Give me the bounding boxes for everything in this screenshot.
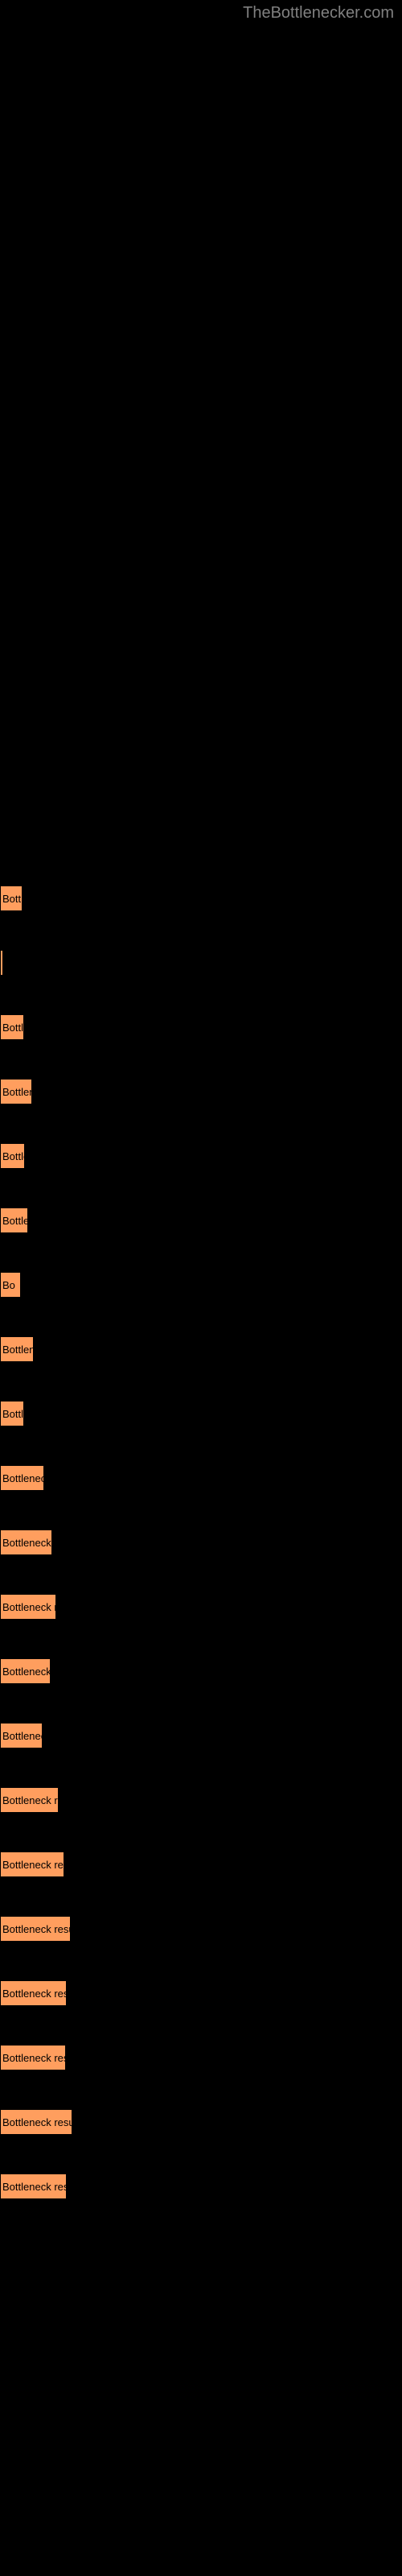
chart-bar: Bottleneck result: [0, 1852, 64, 1877]
bar-row: Bottleneck result: [0, 1594, 402, 1620]
chart-bar: Bottle: [0, 1143, 25, 1169]
bar-label: Bottleneck resu: [2, 1537, 51, 1549]
chart-bar: Bottleneck result: [0, 1594, 56, 1620]
bar-row: Bottleneck result: [0, 1980, 402, 2006]
bar-row: [0, 950, 402, 976]
chart-bar: Bottleneck result: [0, 1980, 67, 2006]
bar-row: Bottleneck result: [0, 1852, 402, 1877]
bar-row: Bottle: [0, 1401, 402, 1426]
bar-row: Bottleneck result: [0, 2174, 402, 2199]
bar-label: Bottleneck result: [2, 1601, 55, 1613]
bar-row: Bottleneck result: [0, 2045, 402, 2070]
bar-label: Bottlenec: [2, 1344, 33, 1356]
bar-label: Bottle: [2, 1408, 23, 1420]
chart-bar: Bottleneck result: [0, 2045, 66, 2070]
bar-row: Bottleneck r: [0, 1723, 402, 1748]
bar-label: Bottlen: [2, 1215, 27, 1227]
bar-row: Bottlen: [0, 1208, 402, 1233]
chart-bar: Bottleneck resu: [0, 1530, 52, 1555]
bar-label: Bottlenec: [2, 1086, 31, 1098]
chart-bar: Bottlen: [0, 1208, 28, 1233]
bar-row: Bottleneck re: [0, 1465, 402, 1491]
chart-bar: Bottleneck result: [0, 1916, 71, 1942]
bar-label: Bottleneck result: [2, 2181, 66, 2193]
watermark: TheBottlenecker.com: [243, 4, 394, 23]
bar-row: Bottleneck result: [0, 1916, 402, 1942]
chart-bar: Bottleneck result: [0, 2174, 67, 2199]
chart-bar: Bottlenec: [0, 1079, 32, 1104]
bar-row: Bottlenec: [0, 1336, 402, 1362]
chart-bar: Bottleneck result: [0, 1787, 59, 1813]
bar-label: Bottleneck result: [2, 2052, 65, 2064]
bar-label: Bottleneck result: [2, 1923, 70, 1935]
bar-row: Bottleneck resu: [0, 1530, 402, 1555]
bar-label: Bottleneck result: [2, 1859, 64, 1871]
bar-row: Bottle: [0, 1143, 402, 1169]
bar-label: Bottleneck r: [2, 1730, 42, 1742]
bar-label: Bottleneck re: [2, 1472, 43, 1484]
bar-label: Bottleneck result: [2, 2116, 72, 2128]
chart-bar: Bottleneck r: [0, 1723, 43, 1748]
bar-label: Bo: [2, 1279, 15, 1291]
bar-label: Bott: [2, 893, 21, 905]
chart-bar: Bottleneck re: [0, 1465, 44, 1491]
bar-label: Bottle: [2, 1150, 24, 1162]
chart-bar: Bottle: [0, 1401, 24, 1426]
bar-row: Bottle: [0, 1014, 402, 1040]
bar-row: Bo: [0, 1272, 402, 1298]
bar-row: Bottleneck result: [0, 1787, 402, 1813]
bar-label: Bottleneck result: [2, 1988, 66, 2000]
chart-bar: Bottleneck resu: [0, 1658, 51, 1684]
bar-row: Bott: [0, 886, 402, 911]
chart-bar: Bottleneck result: [0, 2109, 72, 2135]
chart-bar: [0, 950, 3, 976]
bar-row: Bottleneck resu: [0, 1658, 402, 1684]
bar-label: Bottleneck result: [2, 1794, 58, 1806]
chart-bar: Bottle: [0, 1014, 24, 1040]
bar-label: Bottleneck resu: [2, 1666, 50, 1678]
bar-row: Bottleneck result: [0, 2109, 402, 2135]
chart-bar: Bo: [0, 1272, 21, 1298]
bar-chart: Bott Bottle Bottlenec Bottle Bottlen Bo Bottle…: [0, 886, 402, 2199]
bar-label: Bottle: [2, 1022, 23, 1034]
bar-row: Bottlenec: [0, 1079, 402, 1104]
chart-bar: Bott: [0, 886, 23, 911]
chart-bar: Bottlenec: [0, 1336, 34, 1362]
